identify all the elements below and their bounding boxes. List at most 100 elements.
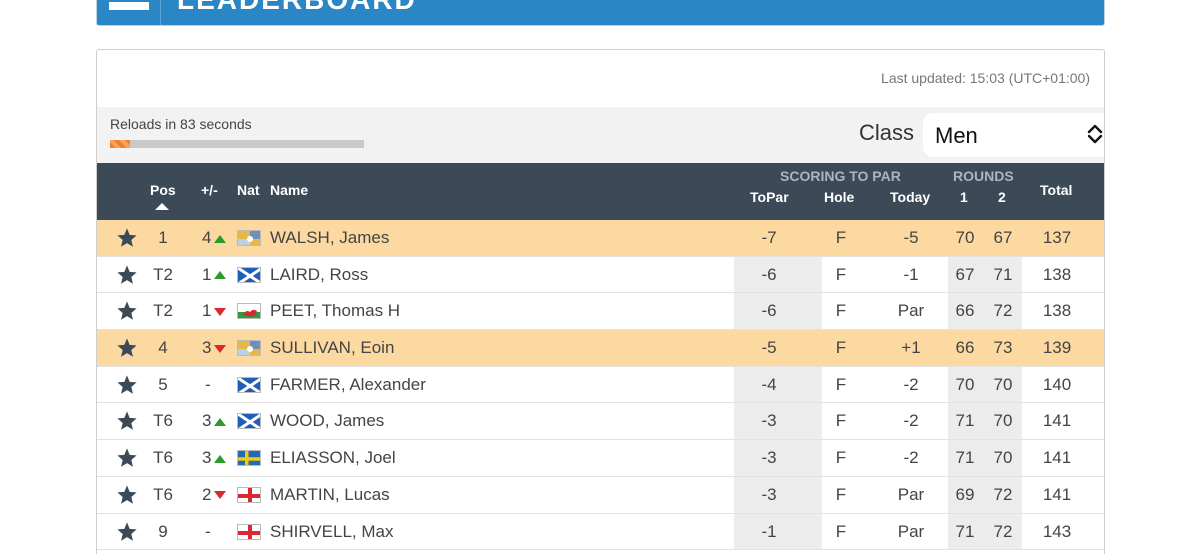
menu-button[interactable] xyxy=(97,0,161,25)
player-name[interactable]: LAIRD, Ross xyxy=(270,264,369,284)
total-score: 138 xyxy=(1042,264,1072,284)
table-row[interactable]: 9 - SHIRVELL, Max -1 F Par 71 72 143 xyxy=(97,513,1104,551)
round-1-score: 71 xyxy=(955,411,975,431)
hole: F xyxy=(835,521,847,541)
arrow-up-icon xyxy=(214,454,227,463)
col-round-1[interactable]: 1 xyxy=(960,189,968,205)
favorite-star-icon[interactable] xyxy=(116,521,138,543)
favorite-star-icon[interactable] xyxy=(116,264,138,286)
player-name[interactable]: SULLIVAN, Eoin xyxy=(270,338,395,358)
arrow-down-icon xyxy=(214,491,227,500)
today-score: Par xyxy=(897,301,925,321)
topar-cell-bg xyxy=(734,256,822,293)
round-2-score: 70 xyxy=(993,374,1013,394)
today-score: -5 xyxy=(903,228,919,247)
favorite-star-icon[interactable] xyxy=(116,374,138,396)
total-score: 138 xyxy=(1042,301,1072,321)
position: T6 xyxy=(153,411,173,431)
col-nat[interactable]: Nat xyxy=(237,182,260,198)
table-row[interactable]: T6 3 WOOD, James -3 F -2 71 70 141 xyxy=(97,403,1104,441)
today-score: -2 xyxy=(903,448,919,468)
player-name[interactable]: WALSH, James xyxy=(270,228,390,247)
col-pos[interactable]: Pos xyxy=(150,182,176,198)
topar-cell-bg xyxy=(734,330,822,366)
table-header: Pos +/- Nat Name SCORING TO PAR ToPar Ho… xyxy=(97,163,1104,220)
hole: F xyxy=(835,301,847,321)
player-name[interactable]: WOOD, James xyxy=(270,411,385,431)
to-par: -4 xyxy=(761,374,777,394)
favorite-star-icon[interactable] xyxy=(116,300,138,322)
position-change: 3 xyxy=(202,338,227,358)
favorite-star-icon[interactable] xyxy=(116,337,138,359)
topar-cell-bg xyxy=(734,366,822,403)
scoring-group-header: SCORING TO PAR xyxy=(780,168,901,184)
round-1-score: 71 xyxy=(955,448,975,468)
round-2-score: 71 xyxy=(993,264,1013,284)
total-score: 141 xyxy=(1042,484,1072,504)
round-2-score: 72 xyxy=(993,301,1013,321)
position-change: 4 xyxy=(202,228,227,248)
hole: F xyxy=(835,374,847,394)
rounds-cell-bg xyxy=(948,476,1022,513)
position-change: 3 xyxy=(202,411,227,431)
round-2-score: 70 xyxy=(993,448,1013,468)
scotland-flag-icon xyxy=(237,413,261,430)
hole: F xyxy=(835,448,847,468)
sweden-flag-icon xyxy=(237,450,261,467)
topar-cell-bg xyxy=(734,220,822,256)
col-hole[interactable]: Hole xyxy=(824,189,855,205)
table-row[interactable]: 1 4 WALSH, James -7 F -5 70 67 137 xyxy=(97,220,1104,257)
table-row[interactable]: T6 3 ELIASSON, Joel -3 F -2 71 70 141 xyxy=(97,440,1104,477)
arrow-down-icon xyxy=(214,344,227,353)
arrow-up-icon xyxy=(214,271,227,280)
favorite-star-icon[interactable] xyxy=(116,410,138,432)
arrow-down-icon xyxy=(214,307,227,316)
col-topar[interactable]: ToPar xyxy=(750,189,789,205)
position-change: 1 xyxy=(202,264,227,285)
table-row[interactable]: 5 - FARMER, Alexander -4 F -2 70 70 140 xyxy=(97,366,1104,404)
position-change-value: 3 xyxy=(202,448,212,468)
topar-cell-bg xyxy=(734,440,822,476)
to-par: -3 xyxy=(761,484,777,504)
table-row[interactable]: T2 1 LAIRD, Ross -6 F -1 67 71 138 xyxy=(97,256,1104,294)
england-flag-icon xyxy=(237,523,261,540)
england-flag-icon xyxy=(237,486,261,503)
col-name[interactable]: Name xyxy=(270,182,309,198)
class-select[interactable]: Men xyxy=(923,113,1104,157)
class-label: Class xyxy=(859,120,915,145)
position-change: - xyxy=(205,522,211,542)
rounds-cell-bg xyxy=(948,366,1022,403)
to-par: -7 xyxy=(761,228,777,247)
total-score: 140 xyxy=(1042,374,1072,394)
table-row[interactable]: T6 2 MARTIN, Lucas -3 F Par 69 72 141 xyxy=(97,476,1104,514)
round-1-score: 70 xyxy=(955,374,975,394)
col-round-2[interactable]: 2 xyxy=(998,189,1006,205)
to-par: -6 xyxy=(761,264,777,284)
topar-cell-bg xyxy=(734,476,822,513)
hole: F xyxy=(835,264,847,284)
col-today[interactable]: Today xyxy=(890,189,931,205)
round-1-score: 70 xyxy=(955,228,975,247)
favorite-star-icon[interactable] xyxy=(116,484,138,506)
round-1-score: 69 xyxy=(955,484,975,504)
rounds-group-header: ROUNDS xyxy=(953,168,1014,184)
player-name[interactable]: FARMER, Alexander xyxy=(270,374,426,394)
player-name[interactable]: SHIRVELL, Max xyxy=(270,521,394,541)
player-name[interactable]: MARTIN, Lucas xyxy=(270,484,390,504)
leaderboard-rows: 1 4 WALSH, James -7 F -5 70 67 137 T2 1 … xyxy=(97,220,1104,551)
controls-bar: Reloads in 83 seconds Class Men xyxy=(97,107,1104,164)
round-2-score: 73 xyxy=(993,338,1013,358)
to-par: -6 xyxy=(761,301,777,321)
position: 4 xyxy=(158,338,168,358)
player-name[interactable]: PEET, Thomas H xyxy=(270,301,401,321)
favorite-star-icon[interactable] xyxy=(116,447,138,469)
player-name[interactable]: ELIASSON, Joel xyxy=(270,448,396,468)
col-change[interactable]: +/- xyxy=(201,182,218,198)
col-total[interactable]: Total xyxy=(1040,182,1073,198)
today-score: Par xyxy=(897,521,925,541)
topar-cell-bg xyxy=(734,513,822,550)
position-change-value: 1 xyxy=(202,264,212,284)
table-row[interactable]: 4 3 SULLIVAN, Eoin -5 F +1 66 73 139 xyxy=(97,330,1104,367)
table-row[interactable]: T2 1 PEET, Thomas H -6 F Par 66 72 138 xyxy=(97,293,1104,331)
favorite-star-icon[interactable] xyxy=(116,227,138,249)
